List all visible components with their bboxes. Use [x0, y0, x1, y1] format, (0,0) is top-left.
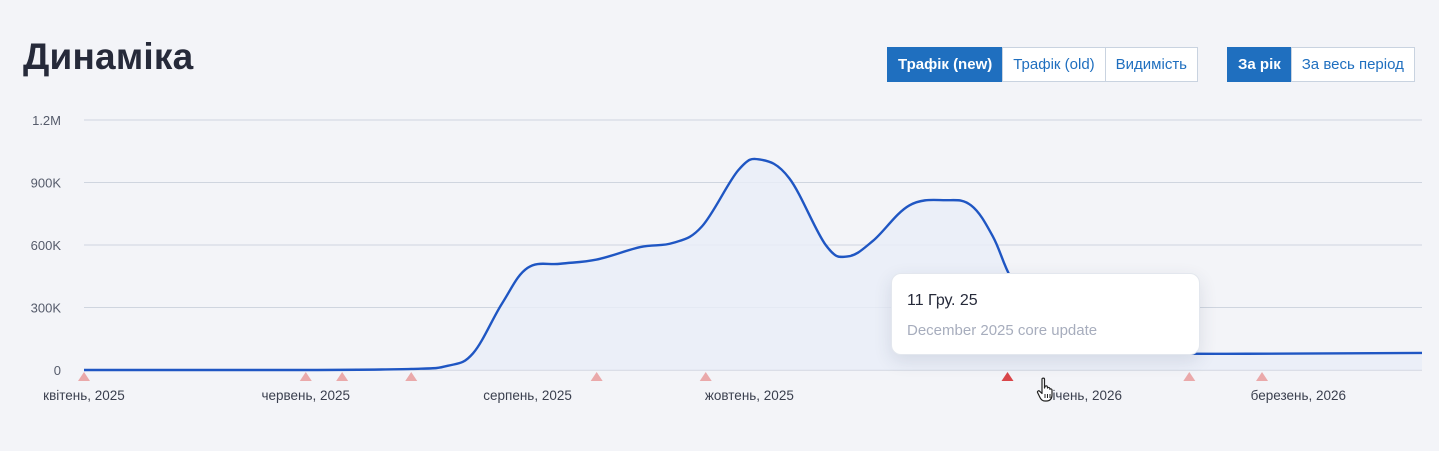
series-area	[84, 158, 1422, 370]
hand-pointer-icon	[1036, 377, 1053, 402]
event-marker	[1183, 372, 1196, 381]
event-marker	[336, 372, 349, 381]
y-tick-label: 600K	[31, 238, 62, 253]
x-tick-label: червень, 2025	[261, 388, 350, 403]
event-marker	[590, 372, 603, 381]
tooltip-event-name: December 2025 core update	[907, 322, 1098, 339]
y-tick-label: 1.2M	[32, 113, 61, 128]
event-marker	[1256, 372, 1269, 381]
event-marker	[405, 372, 418, 381]
tab-visibility[interactable]: Видимість	[1104, 47, 1199, 82]
y-tick-label: 0	[54, 363, 61, 378]
event-marker	[299, 372, 312, 381]
event-marker	[78, 372, 90, 381]
x-tick-label: березень, 2026	[1251, 388, 1346, 403]
x-tick-label: січень, 2026	[1046, 388, 1122, 403]
event-marker	[1001, 372, 1014, 381]
tab-period-all[interactable]: За весь період	[1290, 47, 1415, 82]
x-tick-label: жовтень, 2025	[705, 388, 794, 403]
x-tick-label: серпень, 2025	[483, 388, 572, 403]
metric-toggle: Трафік (new) Трафік (old) Видимість	[887, 47, 1199, 82]
y-tick-label: 900K	[31, 176, 62, 191]
period-toggle: За рік За весь період	[1227, 47, 1415, 82]
page-title: Динаміка	[23, 36, 194, 77]
tooltip-date: 11 Гру. 25	[907, 292, 978, 309]
tab-traffic-new[interactable]: Трафік (new)	[887, 47, 1004, 82]
y-tick-label: 300K	[31, 301, 62, 316]
x-tick-label: квітень, 2025	[43, 388, 125, 403]
event-tooltip: 11 Гру. 25 December 2025 core update	[891, 273, 1200, 355]
event-marker	[699, 372, 712, 381]
